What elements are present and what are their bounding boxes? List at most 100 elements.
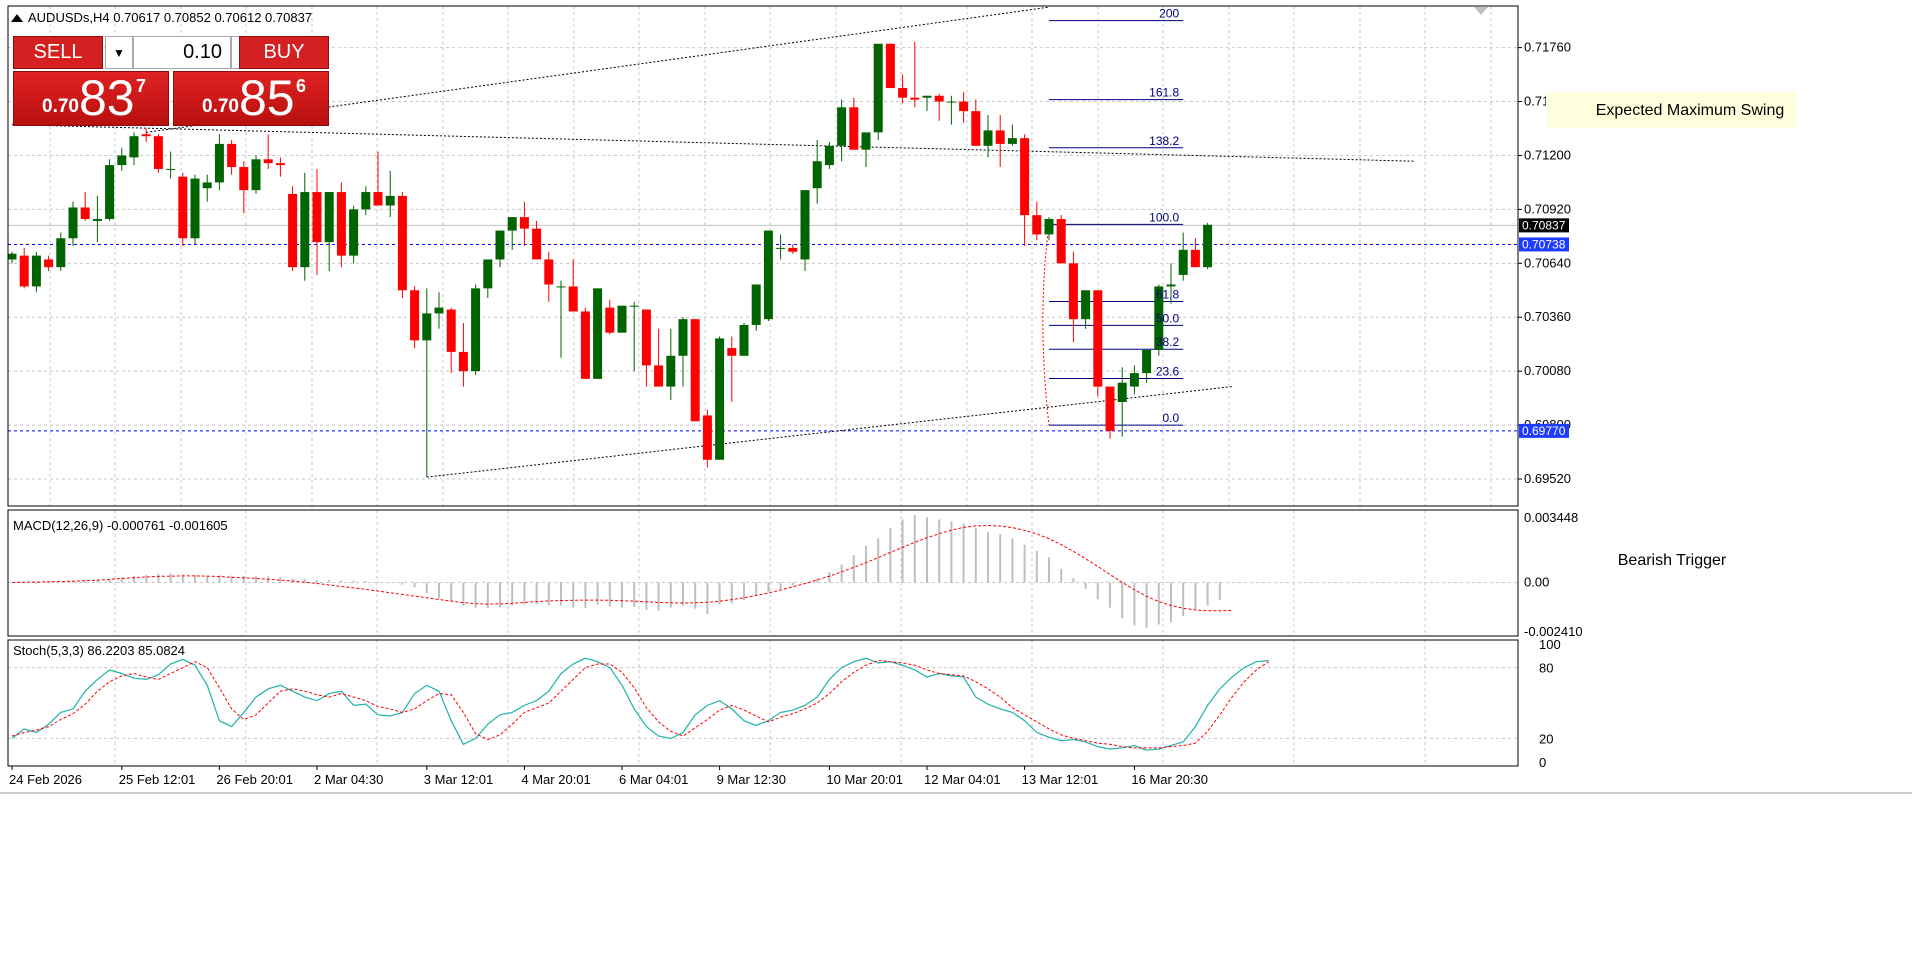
level-price-label: 0.70738 <box>1522 237 1566 251</box>
candle-bull <box>483 259 493 289</box>
candle-bull <box>251 159 261 191</box>
fib-level-label: 38.2 <box>1156 335 1180 349</box>
expected-swing-box[interactable] <box>1546 92 1796 128</box>
candle-bull <box>1154 286 1164 350</box>
candle-bear <box>1093 290 1103 387</box>
candle-bull <box>751 284 761 325</box>
candle-bear <box>910 97 920 100</box>
price-tick-label: 0.70640 <box>1524 255 1571 270</box>
chart-shift-marker-icon[interactable] <box>1474 7 1488 15</box>
buy-price-prefix: 0.70 <box>202 96 239 117</box>
candle-bull <box>1166 284 1176 287</box>
sell-price-button[interactable]: 0.70 83 7 <box>13 70 169 126</box>
fib-level-label: 23.6 <box>1156 364 1180 378</box>
macd-header: MACD(12,26,9) -0.000761 -0.001605 <box>13 518 228 533</box>
candle-bear <box>519 217 529 229</box>
candle-bull <box>92 219 102 221</box>
candle-bear <box>153 136 163 169</box>
price-tick-label: 0.70080 <box>1524 363 1571 378</box>
macd-tick-label: 0.00 <box>1524 574 1549 589</box>
candle-bear <box>458 351 468 372</box>
time-axis-label: 25 Feb 12:01 <box>119 772 196 787</box>
sell-price-big: 83 <box>79 70 135 126</box>
candle-bear <box>227 143 237 168</box>
candle-bear <box>885 43 895 89</box>
price-panel <box>7 5 1519 507</box>
candle-bull <box>1129 373 1139 387</box>
candle-bear <box>1020 138 1030 216</box>
sell-button[interactable]: SELL <box>13 36 103 69</box>
candle-bear <box>239 167 249 191</box>
stoch-tick-label: 20 <box>1539 731 1553 746</box>
time-axis-label: 12 Mar 04:01 <box>924 772 1001 787</box>
stoch-tick-label: 100 <box>1539 637 1561 652</box>
stoch-panel <box>7 639 1519 767</box>
candle-bear <box>654 365 664 387</box>
one-click-trading-panel: SELL ▼ ▲ BUY 0.70 83 7 0.70 85 6 <box>13 36 329 126</box>
candle-bull <box>117 155 127 166</box>
candle-bull <box>166 168 176 170</box>
price-tick-label: 0.70920 <box>1524 201 1571 216</box>
candle-bull <box>56 238 66 268</box>
fib-level-label: 138.2 <box>1149 134 1179 148</box>
candle-bull <box>422 313 432 341</box>
candle-bull <box>763 230 773 320</box>
candle-bear <box>410 290 420 341</box>
time-axis-label: 6 Mar 04:01 <box>619 772 688 787</box>
expected-swing-label: Expected Maximum Swing <box>1596 102 1785 119</box>
candle-bull <box>349 209 359 256</box>
candle-bull <box>361 192 371 210</box>
candle-bull <box>629 305 639 307</box>
lot-size-input[interactable] <box>133 36 231 69</box>
time-axis-label: 4 Mar 20:01 <box>521 772 590 787</box>
candle-bull <box>873 43 883 133</box>
price-tick-label: 0.71760 <box>1524 40 1571 55</box>
candle-bear <box>336 192 346 256</box>
candle-bull <box>739 324 749 356</box>
buy-price-button[interactable]: 0.70 85 6 <box>173 70 329 126</box>
chevron-down-icon: ▼ <box>113 45 125 60</box>
candle-bull <box>471 288 481 372</box>
candle-bear <box>1190 249 1200 268</box>
level-price-label: 0.69770 <box>1522 424 1566 438</box>
candle-bull <box>1117 382 1127 402</box>
candle-bear <box>397 195 407 291</box>
stoch-tick-label: 0 <box>1539 755 1546 770</box>
macd-panel <box>7 509 1519 637</box>
time-axis-label: 10 Mar 20:01 <box>826 772 903 787</box>
candle-bear <box>971 111 981 146</box>
candle-bull <box>922 95 932 98</box>
candle-bull <box>202 182 212 189</box>
candle-bear <box>312 192 322 243</box>
fib-level-label: 0.0 <box>1163 411 1180 425</box>
candle-bull <box>678 319 688 356</box>
fib-trend-line[interactable] <box>1042 224 1050 426</box>
candle-bear <box>1032 215 1042 235</box>
current-price-label: 0.70837 <box>1522 218 1566 232</box>
candle-bear <box>580 311 590 379</box>
trend-line[interactable] <box>426 386 1233 478</box>
fib-level-label: 200 <box>1159 7 1179 21</box>
fib-level-label: 161.8 <box>1149 86 1179 100</box>
candle-bull <box>593 288 603 379</box>
candle-bull <box>983 130 993 146</box>
candle-bull <box>300 192 310 268</box>
candle-bull <box>385 195 395 206</box>
trend-line[interactable] <box>11 124 1416 162</box>
candle-bear <box>288 193 298 268</box>
candle-bull <box>190 178 200 239</box>
time-axis-label: 24 Feb 2026 <box>9 772 82 787</box>
candle-bear <box>898 88 908 98</box>
sell-price-prefix: 0.70 <box>42 96 79 117</box>
time-axis-label: 16 Mar 20:30 <box>1131 772 1208 787</box>
candle-bear <box>141 134 151 137</box>
candle-bear <box>995 130 1005 144</box>
stoch-main-line <box>11 657 1269 751</box>
candle-bear <box>727 348 737 356</box>
candle-bear <box>959 101 969 112</box>
lot-dropdown-button[interactable]: ▼ <box>105 36 133 69</box>
triangle-up-icon <box>11 14 23 22</box>
buy-button[interactable]: BUY <box>239 36 329 69</box>
candle-bear <box>275 163 285 166</box>
